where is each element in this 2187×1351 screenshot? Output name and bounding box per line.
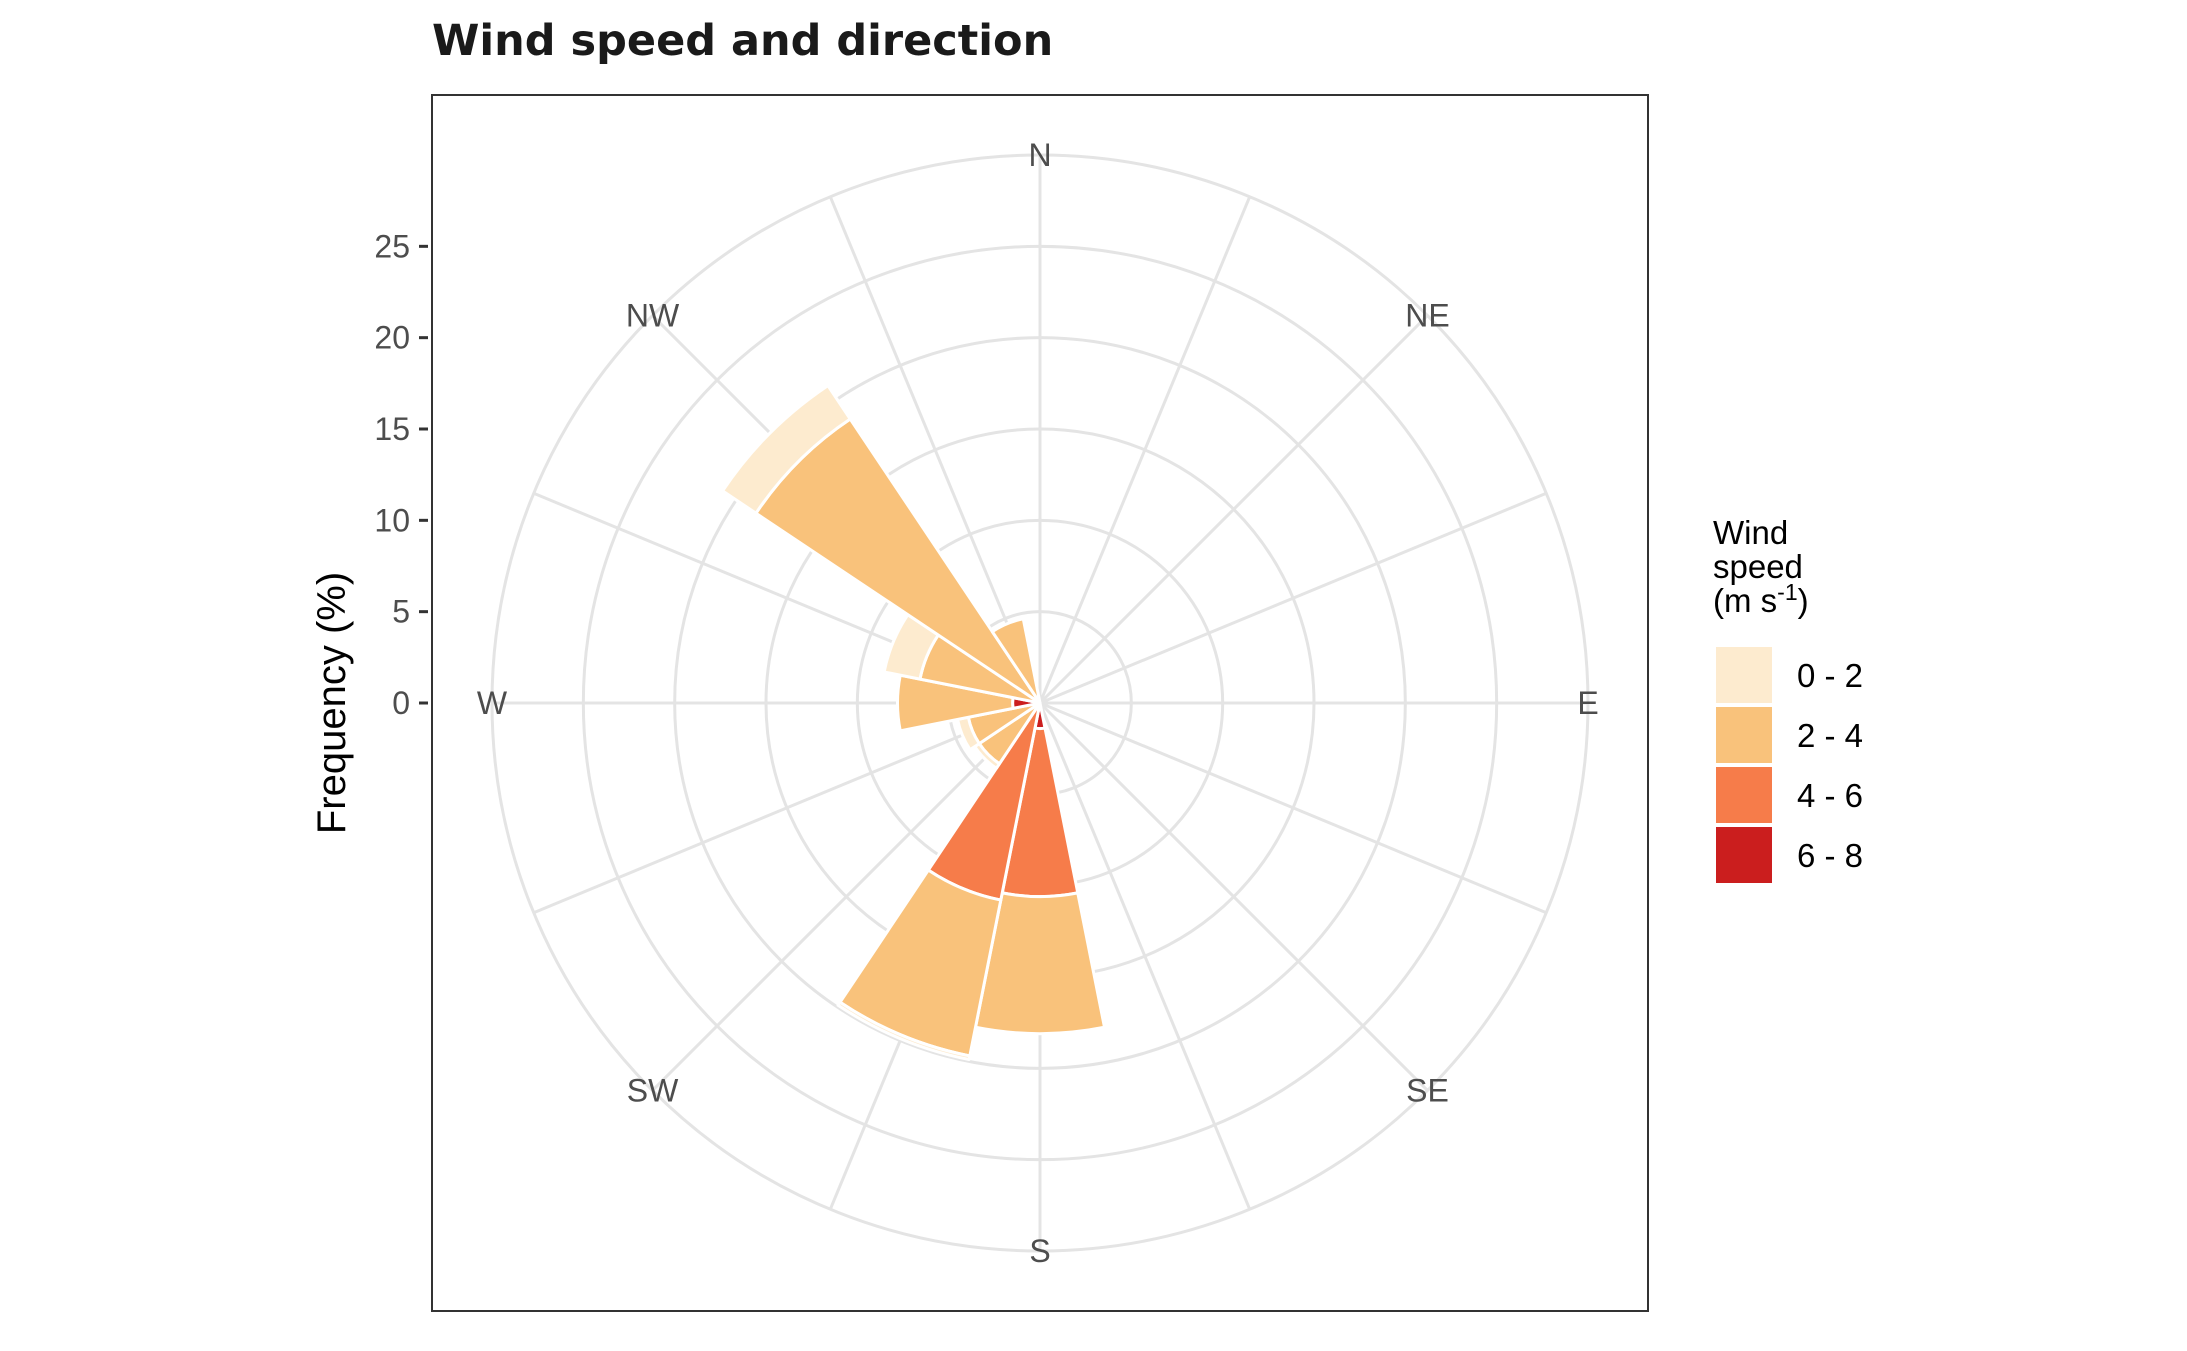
legend-key-3 (1716, 827, 1772, 883)
legend-label-0: 0 - 2 (1797, 657, 1863, 694)
y-tick-label-0: 0 (392, 685, 410, 721)
direction-label-se: SE (1406, 1072, 1449, 1108)
grid-spoke-6 (1038, 701, 1429, 1092)
direction-label-sw: SW (627, 1072, 679, 1108)
legend-key-2 (1716, 767, 1772, 823)
grid-spoke-10 (651, 701, 1042, 1092)
direction-label-nw: NW (626, 298, 680, 334)
legend-key-1 (1716, 707, 1772, 763)
legend-label-2: 4 - 6 (1797, 777, 1863, 814)
legend-label-3: 6 - 8 (1797, 837, 1863, 874)
direction-label-s: S (1029, 1233, 1050, 1269)
legend-title-line-1: Wind (1713, 514, 1788, 551)
direction-label-e: E (1577, 685, 1598, 721)
y-tick-label-3: 15 (374, 411, 410, 447)
direction-label-w: W (477, 685, 508, 721)
legend-title-line-2: speed (1713, 548, 1803, 585)
y-tick-label-1: 5 (392, 594, 410, 630)
grid-spoke-15 (828, 196, 1042, 704)
grid-spoke-5 (1039, 701, 1547, 915)
grid-spoke-1 (1038, 196, 1252, 704)
legend-label-1: 2 - 4 (1797, 717, 1863, 754)
legend-title-line-3: (m s-1) (1713, 579, 1809, 619)
direction-label-n: N (1028, 137, 1051, 173)
grid-spoke-2 (1038, 314, 1429, 705)
wedge-9-bin-0 (836, 1000, 972, 1062)
direction-label-ne: NE (1405, 298, 1449, 334)
grid-spoke-11 (533, 701, 1041, 915)
grid-spoke-7 (1038, 702, 1252, 1210)
y-axis-title: Frequency (%) (310, 572, 354, 834)
wedge-14-bin-0 (721, 384, 852, 515)
wind-rose-wedges (721, 384, 1106, 1062)
wedge-15-bin-1 (990, 617, 1042, 705)
y-tick-label-4: 20 (374, 320, 410, 356)
y-tick-label-2: 10 (374, 502, 410, 538)
y-axis: 0 5 10 15 20 25 (374, 228, 428, 721)
y-tick-label-5: 25 (374, 228, 410, 264)
grid-spoke-3 (1039, 491, 1547, 705)
legend-key-0 (1716, 647, 1772, 703)
direction-labels: N NE E SE S SW W NW (477, 137, 1599, 1269)
chart-title: Wind speed and direction (432, 16, 1053, 66)
